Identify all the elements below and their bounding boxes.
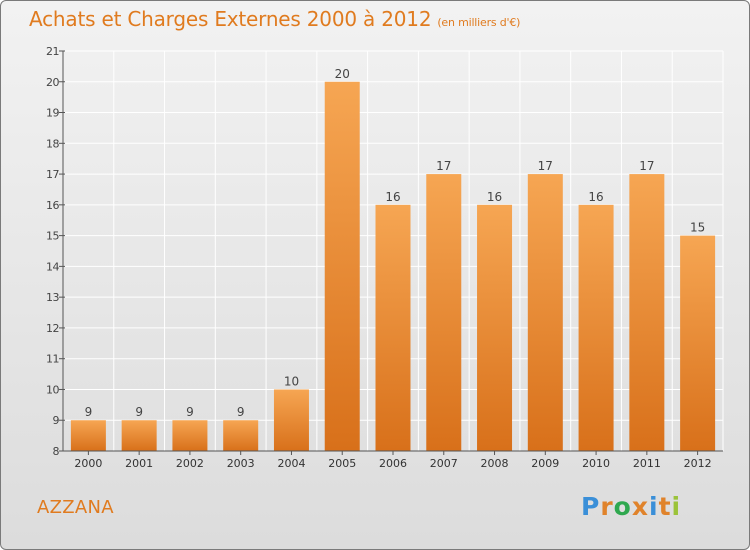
x-tick-label: 2007 [430,457,458,470]
x-tick-label: 2011 [633,457,661,470]
bar [223,420,259,451]
y-tick-label: 13 [46,291,59,304]
bar [70,420,106,451]
x-tick-label: 2010 [582,457,610,470]
bar-value-label: 10 [284,374,299,388]
x-tick-label: 2001 [125,457,153,470]
axes [59,50,723,455]
bars [70,81,716,452]
x-tick-label: 2003 [227,457,255,470]
logo-letter: P [581,492,601,521]
chart-subtitle: (en milliers d'€) [437,16,521,29]
bar-value-label: 9 [186,405,194,419]
commune-name: AZZANA [37,497,114,518]
y-tick-label: 15 [46,230,59,243]
x-tick-label: 2004 [277,457,305,470]
x-tick-label: 2012 [684,457,712,470]
bar-value-label: 17 [436,159,451,173]
logo-letter: t [658,492,672,521]
bar [578,204,614,451]
logo-letter: r [600,492,614,521]
bar [273,389,309,451]
bar [477,204,513,451]
labels: 8 9 10 11 12 13 14 15 16 17 18 19 20 21 9 2000 9 2001 9 200… [46,45,712,470]
bar-value-label: 9 [237,405,245,419]
logo-letter: o [613,492,632,521]
x-tick-label: 2000 [74,457,102,470]
bar-value-label: 16 [385,190,400,204]
bar-value-label: 16 [588,190,603,204]
bar [375,204,411,451]
y-tick-label: 18 [46,137,59,150]
x-tick-label: 2005 [328,457,356,470]
bar [527,174,563,452]
bar-value-label: 20 [335,67,350,81]
chart-title: Achats et Charges Externes 2000 à 2012 (e… [29,7,520,31]
y-tick-label: 20 [46,76,59,89]
bar [680,235,716,451]
bar-value-label: 9 [135,405,143,419]
bar-value-label: 17 [639,159,654,173]
bar [121,420,157,451]
chart-title-text: Achats et Charges Externes 2000 à 2012 [29,7,432,31]
bar-value-label: 15 [690,221,705,235]
bar-value-label: 17 [538,159,553,173]
y-tick-label: 9 [53,414,60,427]
x-tick-label: 2008 [481,457,509,470]
proxiti-logo: Proxiti [581,492,681,521]
bar [172,420,208,451]
bar-value-label: 9 [85,405,93,419]
y-tick-label: 8 [53,445,60,458]
logo-letter: i [671,492,682,521]
x-tick-label: 2009 [531,457,559,470]
y-tick-label: 17 [46,168,59,181]
bar-value-label: 16 [487,190,502,204]
bar [629,174,665,452]
y-tick-label: 12 [46,322,59,335]
bar [426,174,462,452]
x-tick-label: 2002 [176,457,204,470]
y-tick-label: 16 [46,199,59,212]
y-tick-label: 10 [46,383,59,396]
x-tick-label: 2006 [379,457,407,470]
y-tick-label: 19 [46,107,59,120]
y-tick-label: 11 [46,353,59,366]
logo-letter: x [631,492,649,521]
y-tick-label: 14 [46,260,59,273]
logo-letter: i [649,492,659,521]
bar [324,81,360,452]
y-tick-label: 21 [46,45,59,58]
